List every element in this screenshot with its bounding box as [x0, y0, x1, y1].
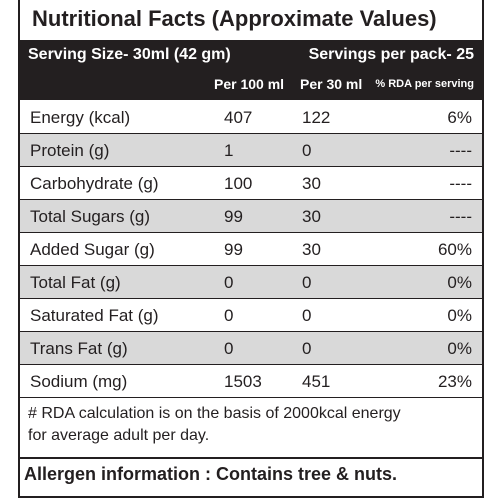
table-row: Protein (g) 1 0 ----: [20, 134, 482, 167]
table-cell: 23%: [437, 372, 472, 391]
table-cell: 99: [224, 240, 243, 259]
table-cell: Total Fat (g): [30, 273, 121, 292]
table-row: Total Sugars (g) 99 30 ----: [20, 200, 482, 233]
table-cell: ----: [449, 174, 472, 193]
table-cell: 1503: [224, 372, 262, 391]
table-cell: 100: [224, 174, 253, 193]
table-cell: 0%: [447, 339, 472, 358]
table-cell: 30: [302, 174, 321, 193]
column-header: Per 100 ml: [214, 76, 285, 92]
allergen-info: Allergen information : Contains tree & n…: [24, 464, 398, 484]
table-cell: 0%: [447, 306, 472, 325]
table-cell: Saturated Fat (g): [30, 306, 159, 325]
table-cell: 407: [224, 108, 253, 127]
table-row: Total Fat (g) 0 0 0%: [20, 266, 482, 299]
title: Nutritional Facts (Approximate Values): [32, 6, 437, 31]
nutrition-panel: Nutritional Facts (Approximate Values) S…: [18, 0, 484, 498]
table-row: Energy (kcal) 407 122 6%: [20, 101, 482, 134]
table-cell: Total Sugars (g): [30, 207, 150, 226]
footnote: for average adult per day.: [28, 427, 210, 444]
table-cell: Protein (g): [30, 141, 110, 160]
table-row: Added Sugar (g) 99 30 60%: [20, 233, 482, 266]
table-cell: 6%: [447, 108, 472, 127]
table-cell: 451: [302, 372, 331, 391]
table-cell: Added Sugar (g): [30, 240, 155, 259]
table-cell: 30: [302, 240, 321, 259]
table-cell: Trans Fat (g): [30, 339, 128, 358]
table-cell: 0: [302, 273, 312, 292]
table-cell: 1: [224, 141, 234, 160]
table-cell: 0: [302, 306, 312, 325]
table-cell: 99: [224, 207, 243, 226]
table-cell: 0: [302, 141, 312, 160]
table-cell: 0: [302, 339, 312, 358]
table-cell: 0: [224, 306, 234, 325]
separator: [20, 457, 482, 459]
table-cell: 30: [302, 207, 321, 226]
table-cell: ----: [449, 207, 472, 226]
table-cell: Carbohydrate (g): [30, 174, 159, 193]
table-cell: 0%: [447, 273, 472, 292]
table-cell: 0: [224, 339, 234, 358]
table-cell: 60%: [437, 240, 472, 259]
servings-per-pack: Servings per pack- 25: [308, 46, 474, 63]
table-cell: 122: [302, 108, 331, 127]
table-cell: Sodium (mg): [30, 372, 128, 391]
table-row: Trans Fat (g) 0 0 0%: [20, 332, 482, 365]
table-cell: 0: [224, 273, 234, 292]
footnote: # RDA calculation is on the basis of 200…: [28, 405, 401, 422]
header-band: Serving Size- 30ml (42 gm) Servings per …: [20, 40, 482, 100]
column-header: Per 30 ml: [300, 76, 363, 92]
column-header: % RDA per serving: [375, 78, 474, 90]
table-row: Sodium (mg) 1503 451 23%: [20, 365, 482, 398]
table-cell: Energy (kcal): [30, 108, 131, 127]
table-cell: ----: [449, 141, 472, 160]
table-row: Carbohydrate (g) 100 30 ----: [20, 167, 482, 200]
serving-size: Serving Size- 30ml (42 gm): [28, 46, 231, 63]
table-row: Saturated Fat (g) 0 0 0%: [20, 299, 482, 332]
